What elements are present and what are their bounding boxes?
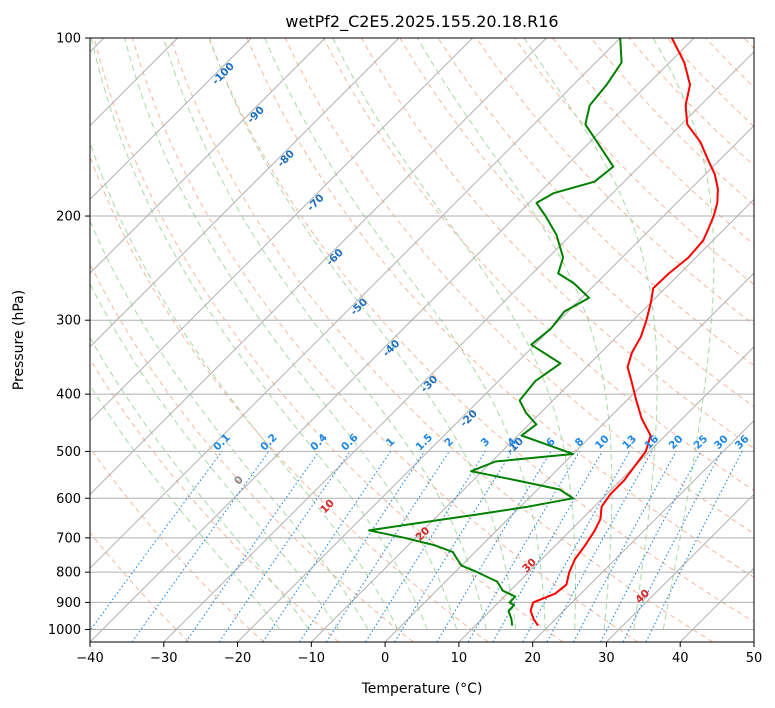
moist-adiabat bbox=[90, 282, 340, 630]
temperature-profile bbox=[529, 38, 719, 627]
isotherm-line bbox=[606, 493, 754, 642]
x-tick-label: −20 bbox=[224, 651, 251, 666]
isotherm-line bbox=[384, 272, 754, 642]
mixing-ratio-line bbox=[546, 451, 653, 642]
x-tick-label: 10 bbox=[451, 651, 468, 666]
moist-adiabat bbox=[163, 38, 487, 630]
dry-adiabat bbox=[93, 38, 564, 642]
moist-adiabat bbox=[124, 38, 458, 630]
moist-adiabat bbox=[523, 38, 658, 630]
x-tick-label: 50 bbox=[746, 651, 763, 666]
grid-layer bbox=[90, 38, 754, 642]
isotherm-line bbox=[90, 38, 326, 274]
mixing-ratio-line bbox=[262, 451, 392, 642]
moist-adiabat bbox=[209, 38, 517, 630]
x-tick-label: 20 bbox=[524, 651, 541, 666]
isotherm-line bbox=[532, 419, 754, 642]
y-tick-label: 900 bbox=[56, 596, 81, 611]
moist-adiabat bbox=[90, 336, 310, 630]
isotherm-line bbox=[90, 38, 695, 642]
moist-adiabat bbox=[90, 141, 399, 630]
chart-title: wetPf2_C2E5.2025.155.20.18.R16 bbox=[285, 12, 558, 32]
moist-adiabat bbox=[90, 384, 280, 630]
y-tick-label: 600 bbox=[56, 492, 81, 507]
data-layer bbox=[368, 38, 719, 627]
moist-adiabat bbox=[264, 38, 546, 630]
dry-adiabat bbox=[90, 531, 190, 642]
dry-adiabat bbox=[170, 38, 713, 642]
x-tick-label: −40 bbox=[76, 651, 103, 666]
dry-adiabat bbox=[208, 38, 754, 623]
y-tick-label: 100 bbox=[56, 32, 81, 47]
y-tick-label: 500 bbox=[56, 445, 81, 460]
isotherm-line bbox=[310, 198, 754, 642]
y-tick-label: 300 bbox=[56, 314, 81, 329]
x-tick-label: 40 bbox=[672, 651, 689, 666]
moist-adiabat bbox=[90, 38, 428, 630]
dry-adiabat bbox=[246, 38, 754, 578]
mixing-ratio-line bbox=[645, 451, 743, 642]
isotherm-line bbox=[237, 124, 754, 642]
mixing-ratio-line bbox=[185, 451, 320, 642]
x-tick-label: 30 bbox=[598, 651, 615, 666]
dry-adiabat bbox=[90, 358, 339, 642]
mixing-ratio-line bbox=[218, 451, 351, 642]
dry-adiabat bbox=[399, 38, 754, 408]
mixing-ratio-line bbox=[90, 451, 223, 632]
mixing-ratio-line bbox=[522, 451, 631, 642]
isotherm-line bbox=[90, 38, 400, 348]
dry-adiabat bbox=[361, 38, 754, 449]
dry-adiabat bbox=[514, 38, 754, 286]
isotherm-line bbox=[90, 38, 252, 201]
x-tick-label: 0 bbox=[381, 651, 389, 666]
x-tick-label: −10 bbox=[298, 651, 325, 666]
x-tick-label: −30 bbox=[150, 651, 177, 666]
dewpoint-profile bbox=[368, 38, 623, 626]
x-axis-title: Temperature (°C) bbox=[361, 681, 483, 697]
isotherm-line bbox=[90, 38, 547, 496]
y-tick-label: 200 bbox=[56, 210, 81, 225]
moist-adiabat bbox=[652, 38, 715, 630]
moist-adiabat bbox=[90, 219, 369, 630]
y-tick-label: 400 bbox=[56, 388, 81, 403]
y-tick-label: 1000 bbox=[48, 623, 81, 638]
isotherm-line bbox=[90, 38, 474, 422]
mixing-ratio-line bbox=[325, 451, 450, 642]
dry-adiabat bbox=[90, 155, 489, 642]
axis-layer: −40 −30 −20 −10 0 10 20 30 40 50 100 200 300 400 500 60… bbox=[48, 32, 762, 667]
y-axis-title: Pressure (hPa) bbox=[11, 290, 27, 390]
isotherm-line bbox=[163, 51, 754, 642]
isotherm-line bbox=[90, 38, 621, 569]
y-tick-label: 700 bbox=[56, 531, 81, 546]
y-tick-label: 800 bbox=[56, 566, 81, 581]
mixing-ratio-line bbox=[299, 451, 425, 642]
mixing-ratio-line bbox=[573, 451, 677, 642]
mixing-ratio-line bbox=[622, 451, 722, 642]
dry-adiabat bbox=[475, 38, 754, 326]
isotherm-line bbox=[458, 346, 754, 642]
moist-adiabat bbox=[417, 38, 613, 630]
mixing-ratio-line bbox=[394, 451, 513, 642]
mixing-ratio-line bbox=[131, 451, 270, 642]
plot-frame bbox=[89, 37, 755, 643]
